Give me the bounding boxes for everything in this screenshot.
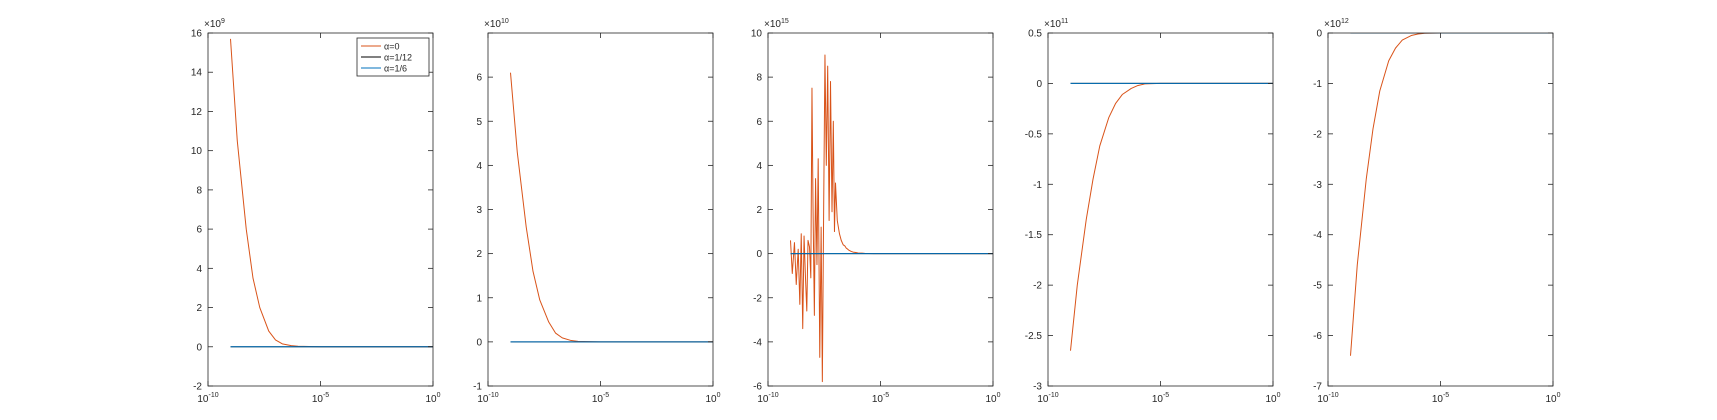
y-tick-label: -5 [1313, 281, 1322, 292]
series-line-alpha0 [510, 72, 713, 343]
y-tick-label: -6 [753, 382, 762, 393]
axes-box [1047, 32, 1274, 387]
chart-2: -1 0 1 2 3 4 5 6 10-10 10-5 100 ×1010 [473, 18, 721, 405]
y-tick-label: 8 [196, 185, 202, 196]
y-tick-label: -2 [193, 382, 202, 393]
y-tick-label: 6 [476, 73, 482, 84]
y-tick-label: 6 [756, 117, 762, 128]
axes-box [487, 32, 714, 387]
x-tick-label: 100 [985, 392, 1000, 405]
x-tick-label: 10-5 [312, 392, 329, 405]
y-exponent-label: ×1015 [764, 18, 789, 30]
y-tick-label: -7 [1313, 382, 1322, 393]
x-tick-label: 100 [1265, 392, 1280, 405]
y-tick-label: 4 [476, 161, 482, 172]
chart-1: -2 0 2 4 6 8 10 12 14 16 10-10 10-5 100 ×109 α=0α=1/12… [191, 18, 441, 405]
axes-box [207, 32, 434, 387]
y-tick-label: -2 [1313, 129, 1322, 140]
y-tick-label: -1 [473, 382, 482, 393]
y-tick-label: 0 [1036, 79, 1042, 90]
y-tick-label: 2 [756, 205, 762, 216]
chart-5: -7 -6 -5 -4 -3 -2 -1 0 10-10 10-5 100 ×1012 [1313, 18, 1561, 405]
legend-entry-label: α=0 [384, 42, 399, 52]
y-tick-label: -3 [1313, 180, 1322, 191]
series-line-alpha0 [790, 54, 993, 383]
y-tick-label: -2 [1033, 281, 1042, 292]
y-tick-label: -3 [1033, 382, 1042, 393]
y-tick-label: 6 [196, 225, 202, 236]
y-tick-label: 3 [476, 205, 482, 216]
y-tick-label: 0.5 [1028, 29, 1042, 40]
x-tick-label: 10-5 [1152, 392, 1169, 405]
y-tick-label: 0 [196, 342, 202, 353]
y-tick-label: 10 [191, 146, 203, 157]
y-tick-label: 2 [196, 303, 202, 314]
y-tick-label: 2 [476, 249, 482, 260]
y-tick-label: 8 [756, 73, 762, 84]
y-tick-label: -1.5 [1025, 230, 1043, 241]
y-tick-label: -6 [1313, 331, 1322, 342]
y-tick-label: 16 [191, 29, 203, 40]
y-tick-label: 5 [476, 117, 482, 128]
x-tick-label: 10-5 [1432, 392, 1449, 405]
y-exponent-label: ×1012 [1324, 18, 1349, 30]
y-tick-label: 0 [756, 249, 762, 260]
series-line-alpha0 [230, 38, 433, 348]
x-tick-label: 100 [425, 392, 440, 405]
y-tick-label: 10 [751, 29, 763, 40]
y-tick-label: 4 [196, 264, 202, 275]
x-tick-label: 10-10 [1037, 392, 1058, 405]
legend-entry-label: α=1/12 [384, 53, 412, 63]
x-tick-label: 10-5 [592, 392, 609, 405]
y-tick-label: 1 [476, 293, 482, 304]
y-tick-label: 0 [476, 337, 482, 348]
series-line-alpha0 [1070, 82, 1273, 351]
legend-entry-label: α=1/6 [384, 64, 407, 74]
y-tick-label: 14 [191, 68, 203, 79]
x-tick-label: 100 [1545, 392, 1560, 405]
x-tick-label: 10-10 [1317, 392, 1338, 405]
y-tick-label: -4 [1313, 230, 1322, 241]
x-tick-label: 10-10 [477, 392, 498, 405]
y-tick-label: 4 [756, 161, 762, 172]
x-tick-label: 100 [705, 392, 720, 405]
chart-3: -6 -4 -2 0 2 4 6 8 10 10-10 10-5 100 ×1015 [751, 18, 1001, 405]
y-tick-label: -4 [753, 337, 762, 348]
chart-4: -3 -2.5 -2 -1.5 -1 -0.5 0 0.5 10-10 10-5 100 ×1011 [1025, 18, 1281, 405]
y-exponent-label: ×109 [204, 18, 225, 30]
y-exponent-label: ×1011 [1044, 18, 1068, 30]
y-tick-label: -2 [753, 293, 762, 304]
x-tick-label: 10-10 [757, 392, 778, 405]
series-line-alpha0 [1350, 33, 1553, 356]
y-exponent-label: ×1010 [484, 18, 509, 30]
x-tick-label: 10-10 [197, 392, 218, 405]
y-tick-label: -0.5 [1025, 129, 1043, 140]
legend: α=0α=1/12α=1/6 [356, 37, 430, 77]
y-tick-label: -1 [1033, 180, 1042, 191]
y-tick-label: 0 [1316, 29, 1322, 40]
axes-box [767, 32, 994, 387]
y-tick-label: 12 [191, 107, 203, 118]
y-tick-label: -2.5 [1025, 331, 1043, 342]
x-tick-label: 10-5 [872, 392, 889, 405]
y-tick-label: -1 [1313, 79, 1322, 90]
axes-box [1327, 32, 1554, 387]
